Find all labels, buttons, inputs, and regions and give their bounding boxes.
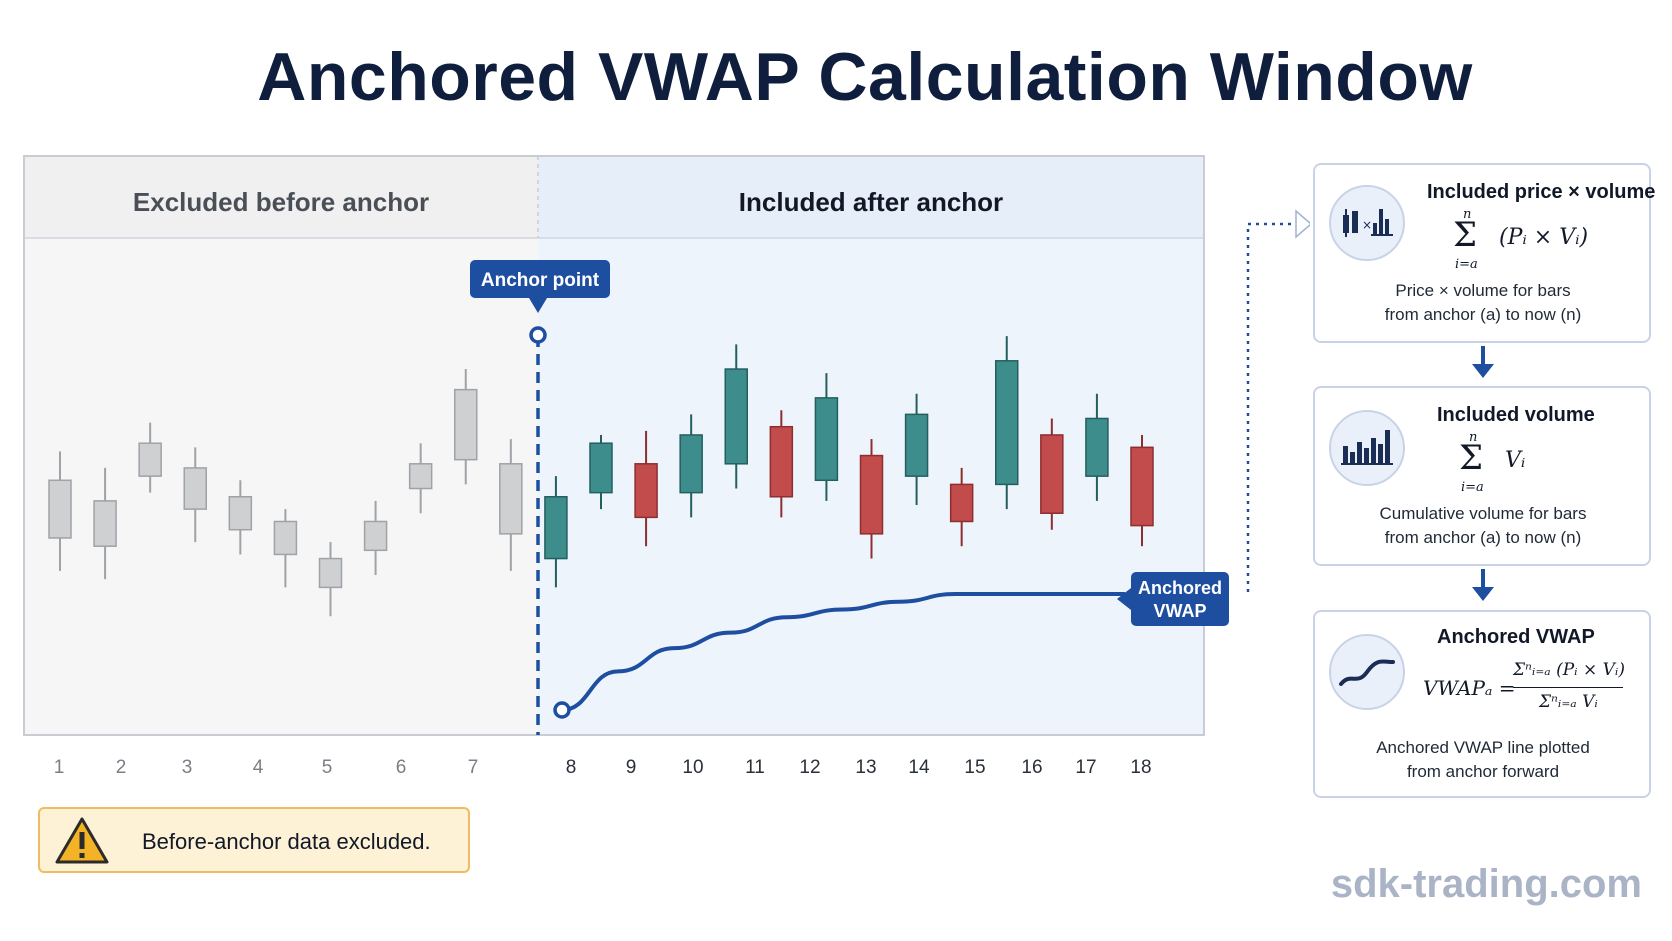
flow-arrow [1481,346,1485,368]
candle-body [93,500,117,547]
candle-body [228,496,253,531]
x-tick-label: 13 [855,757,876,778]
flow-arrow [1481,569,1485,591]
formula-denominator: Σⁿᵢ₌ₐ Vᵢ [1539,692,1598,712]
step-description: Cumulative volume for bars from anchor (… [1379,504,1587,547]
candle-body [769,425,794,498]
fraction-bar [1513,687,1623,688]
warning-banner: Before-anchor data excluded. [38,807,470,873]
vwap-callout [1131,572,1229,626]
step-description: Price × volume for bars from anchor (a) … [1384,281,1582,324]
candle-body [679,434,703,494]
anchor-callout-pointer [529,298,547,313]
x-tick-label: 17 [1075,757,1096,778]
x-tick-label: 3 [182,757,193,778]
candle-body [363,520,388,552]
step-volume: Included volume n Σ i=a Vᵢ Cumulative vo… [1313,386,1651,566]
flow-arrow-head [1472,364,1494,378]
x-tick-label: 18 [1130,757,1151,778]
included-header [538,156,1204,238]
candle-body [544,496,568,560]
vwap-line-icon [1329,634,1405,710]
step-title: Included volume [1437,404,1595,426]
price-volume-icon: × [1329,185,1405,261]
candle-body [454,388,478,461]
candle-body [589,442,613,494]
formula-lhs: VWAPₐ = [1423,676,1516,700]
candle-body [48,479,72,539]
vwap-callout-pointer [1117,588,1131,610]
candle-body [859,454,884,535]
candle-body [904,413,929,477]
x-tick-label: 8 [566,757,577,778]
excluded-region [24,156,538,735]
anchor-marker [529,326,547,344]
formula-body: Vᵢ [1505,448,1526,473]
volume-bars-icon [1329,410,1405,486]
step-title: Anchored VWAP [1437,626,1595,648]
sum-upper-limit: n [1469,430,1478,445]
candle-body [949,483,974,523]
x-tick-label: 4 [253,757,264,778]
flow-arrow-head [1472,587,1494,601]
excluded-header [24,156,538,238]
candle-body [183,467,207,510]
candle-body [1085,417,1109,477]
step-title: Included price × volume [1427,181,1656,203]
x-tick-label: 7 [468,757,479,778]
x-tick-label: 12 [799,757,820,778]
candle-body [273,520,298,556]
x-tick-label: 16 [1021,757,1042,778]
sigma-symbol: Σ [1453,215,1478,255]
included-region-label: Included after anchor [739,187,1003,217]
x-tick-label: 1 [54,757,65,778]
candle-body [1130,446,1154,527]
x-tick-label: 10 [682,757,703,778]
candle-body [318,557,343,589]
warning-text: Before-anchor data excluded. [142,829,431,854]
warning-icon [55,817,109,864]
candle-body [634,463,658,519]
candle-body [138,442,162,477]
x-tick-label: 14 [908,757,930,778]
x-tick-label: 2 [116,757,127,778]
x-tick-label: 6 [396,757,407,778]
x-tick-label: 15 [964,757,985,778]
sum-upper-limit: n [1463,207,1472,222]
candle-body [1040,434,1064,514]
chart-frame [23,155,1205,736]
formula-numerator: Σⁿᵢ₌ₐ (Pᵢ × Vᵢ) [1513,660,1625,680]
x-tick-label: 9 [626,757,637,778]
connector-to-steps [1246,222,1294,592]
step-price-volume: × Included price × volume n Σ i=a (Pᵢ × … [1313,163,1655,343]
sigma-symbol: Σ [1459,438,1484,478]
excluded-region-label: Excluded before anchor [133,187,429,217]
brand-watermark: sdk-trading.com [1330,862,1642,906]
x-tick-label: 11 [745,757,765,778]
sum-lower-limit: i=a [1455,257,1478,272]
x-tick-label: 5 [322,757,333,778]
candle-body [995,360,1019,486]
formula-body: (Pᵢ × Vᵢ) [1499,225,1589,250]
svg-text:×: × [1362,218,1372,232]
candle-body [724,368,748,465]
step-description: Anchored VWAP line plotted from anchor f… [1376,738,1590,781]
candle-body [408,463,433,490]
vwap-label-line2: VWAP [1153,601,1206,621]
sum-lower-limit: i=a [1461,480,1484,495]
anchor-point-label: Anchor point [481,270,600,291]
connector-arrowhead [1295,209,1310,239]
anchor-callout [470,260,610,298]
candle-body [814,397,839,482]
vwap-line [560,592,1126,712]
page-title: Anchored VWAP Calculation Window [257,39,1473,115]
anchored-vwap-chart: Excluded before anchor Included after anc… [23,155,1310,778]
candle-body [499,463,523,535]
vwap-start-marker [553,701,571,719]
step-anchored-vwap: Anchored VWAP VWAPₐ = Σⁿᵢ₌ₐ (Pᵢ × Vᵢ) Σⁿ… [1313,610,1651,798]
vwap-label-line1: Anchored [1138,578,1222,598]
